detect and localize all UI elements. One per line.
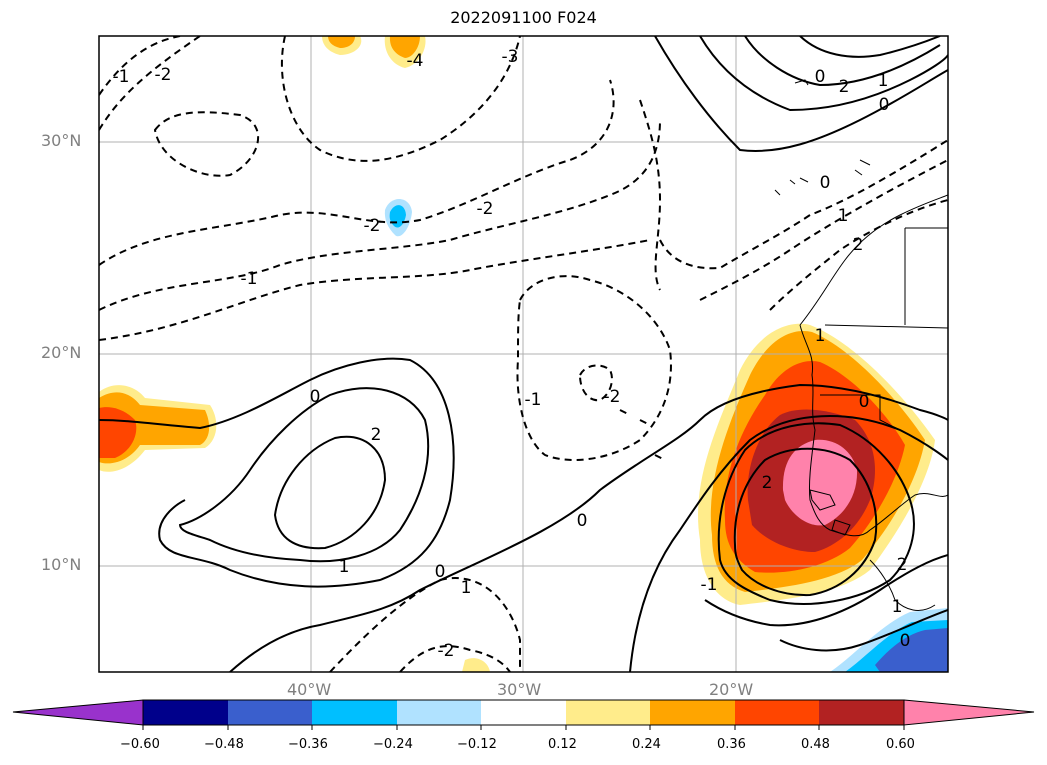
contour-label: 2 xyxy=(897,555,908,575)
contour-label: -4 xyxy=(407,51,424,71)
colorbar-tick: −0.24 xyxy=(373,737,413,752)
lat-label-20n: 20°N xyxy=(41,343,82,362)
contour-labels: -1 -2 -3 -4 -2 -2 -1 0 2 1 0 1 -1 -2 0 -… xyxy=(113,47,911,661)
contour-label: -2 xyxy=(364,216,381,236)
colorbar-tick: 0.36 xyxy=(717,737,746,752)
contour-label: -1 xyxy=(701,575,718,595)
contour-label: 0 xyxy=(310,387,321,407)
lon-label-40w: 40°W xyxy=(287,680,332,699)
map-title: 2022091100 F024 xyxy=(450,8,597,27)
contour-label: 1 xyxy=(815,326,826,346)
lat-label-10n: 10°N xyxy=(41,555,82,574)
positive-anomaly-north xyxy=(322,36,426,68)
map-frame xyxy=(98,35,949,673)
colorbar-segment xyxy=(735,700,819,725)
colorbar-tick: −0.36 xyxy=(288,737,328,752)
colorbar-segment xyxy=(650,700,735,725)
lon-label-30w: 30°W xyxy=(497,680,542,699)
lat-label-30n: 30°N xyxy=(41,131,82,150)
contour-label: -1 xyxy=(113,67,130,87)
contour-label: 0 xyxy=(577,511,588,531)
colorbar-segment xyxy=(312,700,397,725)
contour-label: 0 xyxy=(859,392,870,412)
negative-anomaly xyxy=(384,198,948,672)
colorbar-tick: −0.12 xyxy=(457,737,497,752)
contour-label: -1 xyxy=(525,390,542,410)
contour-label: 2 xyxy=(762,473,773,493)
contour-label: -2 xyxy=(438,641,455,661)
contour-label: 1 xyxy=(892,597,903,617)
contour-label: 0 xyxy=(815,67,826,87)
colorbar-segment xyxy=(397,700,481,725)
contour-label: 0 xyxy=(879,95,890,115)
colorbar-segment xyxy=(819,700,904,725)
colorbar-segment xyxy=(228,700,312,725)
colorbar-segment xyxy=(566,700,650,725)
contour-label: -1 xyxy=(241,269,258,289)
contour-label: -3 xyxy=(502,47,519,67)
positive-contours xyxy=(99,36,948,672)
colorbar-tick: 0.48 xyxy=(801,737,830,752)
contour-label: -2 xyxy=(604,387,621,407)
lon-label-20w: 20°W xyxy=(709,680,754,699)
contour-label: -2 xyxy=(477,199,494,219)
colorbar-tick: 0.12 xyxy=(548,737,577,752)
colorbar-tick: −0.48 xyxy=(204,737,244,752)
contour-label: 1 xyxy=(461,578,472,598)
contour-label: 0 xyxy=(435,562,446,582)
contour-label: 0 xyxy=(900,631,911,651)
contour-label: 1 xyxy=(838,206,849,226)
colorbar-extend-high xyxy=(903,699,1035,726)
colorbar-extend-low xyxy=(12,699,144,726)
colorbar-segment xyxy=(481,700,566,725)
positive-anomaly-west xyxy=(99,385,217,472)
colorbar-tick: 0.24 xyxy=(632,737,661,752)
colorbar-tick: 0.60 xyxy=(886,737,915,752)
colorbar-tick: −0.60 xyxy=(120,737,160,752)
colorbar-segment xyxy=(143,700,228,725)
contour-label: 2 xyxy=(371,425,382,445)
contour-label: 1 xyxy=(339,557,350,577)
contour-label: 1 xyxy=(878,71,889,91)
contour-label: 2 xyxy=(839,77,850,97)
contour-label: -2 xyxy=(155,65,172,85)
contour-label: 0 xyxy=(820,173,831,193)
contour-label: 2 xyxy=(853,235,864,255)
colorbar xyxy=(12,699,1035,730)
